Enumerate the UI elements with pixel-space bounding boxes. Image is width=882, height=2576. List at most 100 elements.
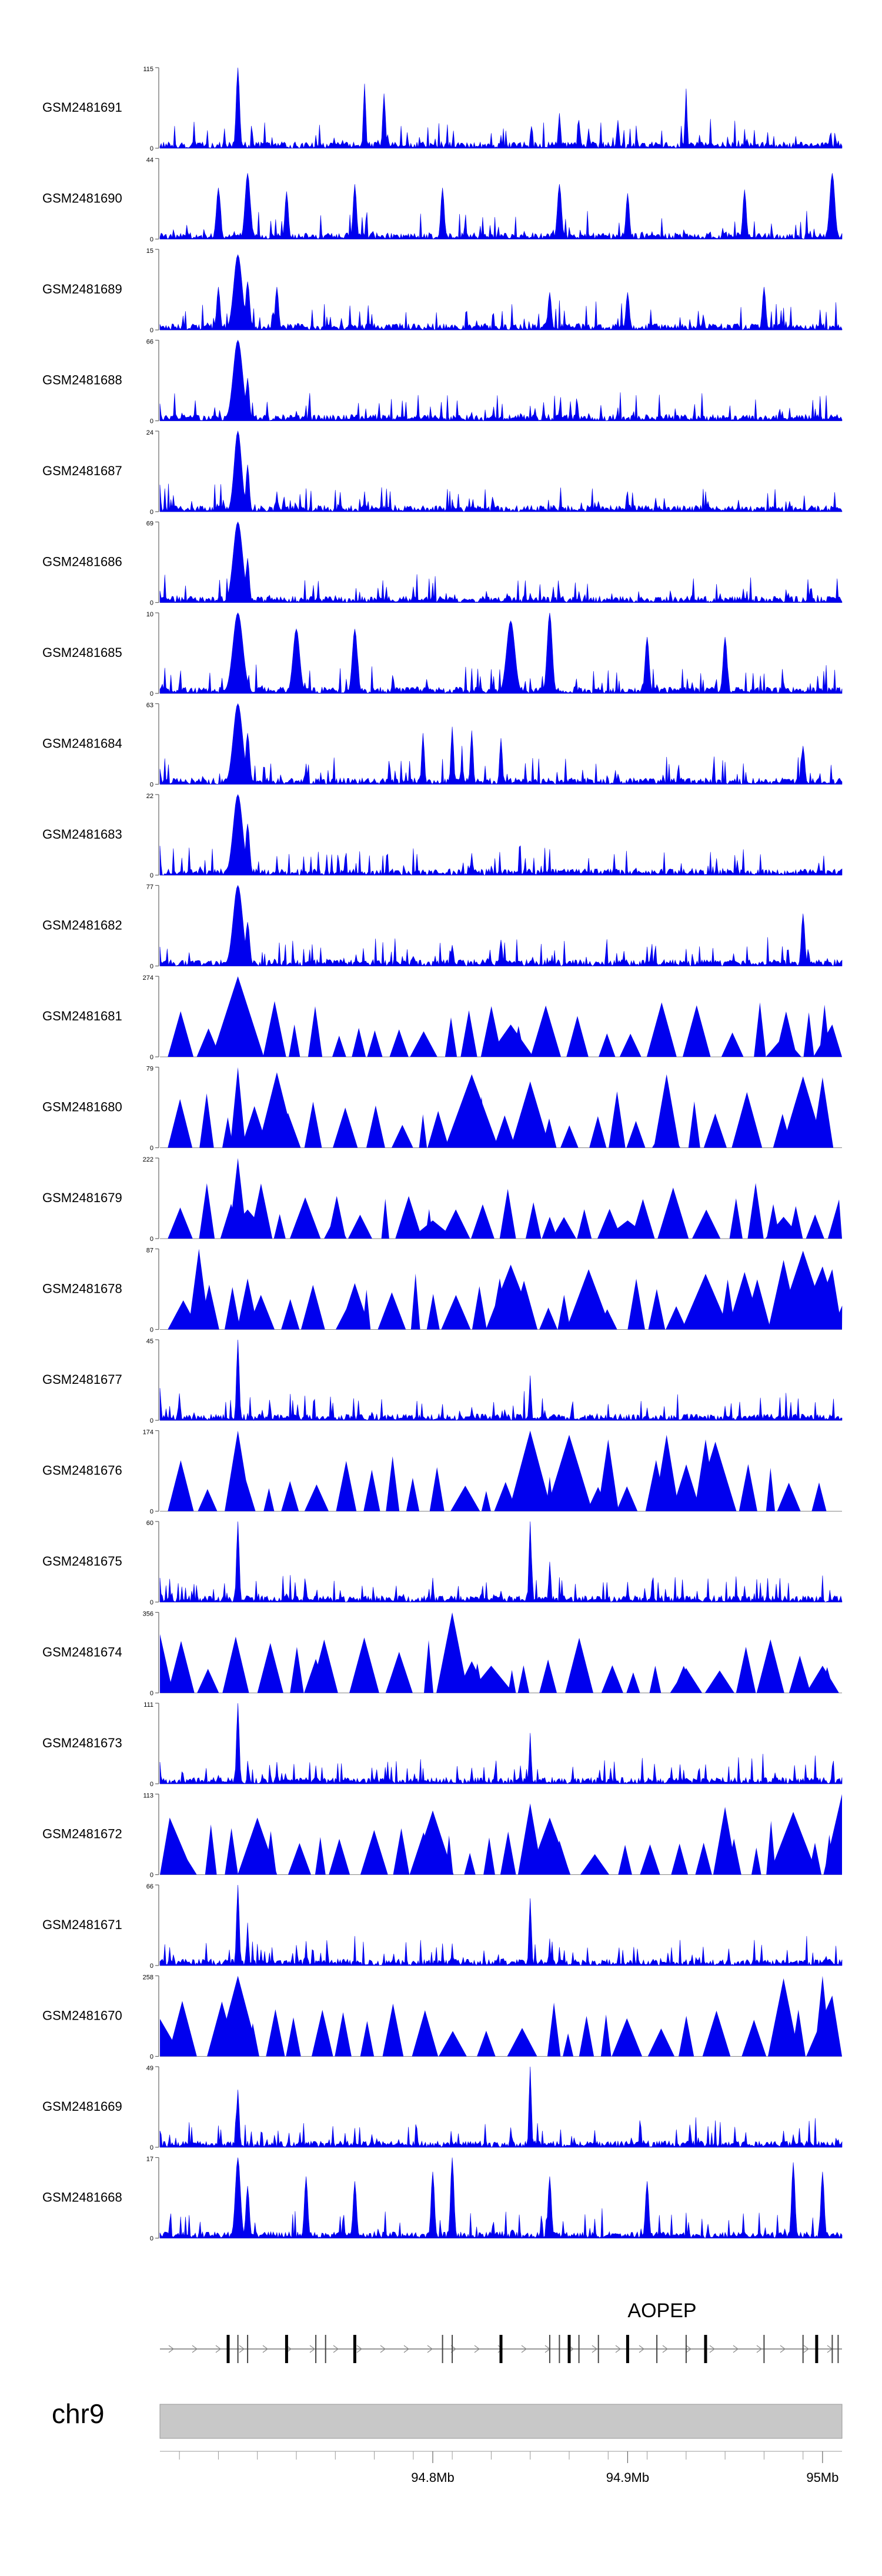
x-tick-label: 94.8Mb (411, 2470, 454, 2485)
y-zero-label: 0 (150, 2054, 153, 2061)
strand-arrow (380, 2345, 386, 2353)
signal-triangle (273, 1214, 286, 1239)
signal-triangle (360, 1830, 388, 1875)
signal-triangle (645, 1460, 667, 1511)
exon (567, 2335, 571, 2363)
signal-triangle (599, 1033, 616, 1057)
strand-arrow (733, 2345, 739, 2353)
track-label: GSM2481689 (42, 282, 122, 296)
signal-triangle (197, 1669, 219, 1693)
exon (685, 2335, 687, 2363)
signal-triangle (168, 1300, 199, 1330)
signal-area (160, 1612, 839, 1693)
signal-triangle (352, 1027, 366, 1057)
signal-triangle (741, 2020, 767, 2057)
signal-area (159, 885, 843, 967)
track-GSM2481682: GSM2481682 77 0 (42, 884, 843, 970)
signal-triangle (315, 1837, 326, 1875)
signal-triangle (640, 1844, 660, 1875)
signal-triangle (731, 1092, 763, 1148)
signal-area (159, 1521, 843, 1603)
signal-triangle (768, 1260, 799, 1330)
signal-area (159, 2066, 843, 2148)
track-label: GSM2481674 (42, 1645, 122, 1660)
signal-area (159, 254, 843, 331)
signal-triangle (618, 1844, 632, 1875)
exon (442, 2335, 443, 2363)
signal-triangle (445, 1835, 453, 1875)
signal-triangle (439, 2031, 467, 2057)
signal-triangle (230, 1011, 262, 1057)
track-GSM2481669: GSM2481669 49 0 (42, 2065, 843, 2151)
signal-triangle (441, 1294, 471, 1330)
gene-name: AOPEP (627, 2300, 696, 2322)
signal-triangle (196, 1028, 220, 1057)
signal-triangle (626, 1121, 646, 1148)
y-zero-label: 0 (150, 963, 153, 970)
signal-triangle (768, 1978, 800, 2057)
signal-triangle (714, 1851, 725, 1875)
signal-triangle (483, 1837, 495, 1875)
signal-path (159, 612, 843, 694)
signal-triangle (454, 1117, 467, 1148)
signal-area (159, 339, 843, 422)
signal-triangle (308, 1006, 323, 1057)
signal-triangle (395, 1196, 422, 1239)
signal-triangle (520, 1476, 537, 1511)
track-GSM2481687: GSM2481687 24 0 (42, 429, 843, 516)
signal-triangle (565, 1637, 593, 1693)
signal-triangle (692, 1209, 721, 1239)
signal-triangle (597, 1209, 622, 1239)
signal-triangle (631, 1199, 655, 1239)
signal-triangle (657, 1187, 689, 1239)
track-label: GSM2481680 (42, 1100, 122, 1115)
strand-arrow (521, 2345, 527, 2353)
signal-triangle (363, 1470, 380, 1511)
signal-triangle (382, 2003, 404, 2057)
signal-triangle (328, 1196, 346, 1239)
signal-triangle (207, 2001, 237, 2057)
track-label: GSM2481684 (42, 736, 122, 751)
strand-arrow (215, 2345, 221, 2353)
signal-triangle (769, 1811, 818, 1875)
exon (325, 2335, 326, 2363)
signal-triangle (600, 2014, 612, 2057)
exon (499, 2335, 503, 2363)
signal-triangle (257, 1643, 283, 1693)
signal-triangle (424, 1640, 433, 1693)
signal-triangle (246, 2023, 259, 2057)
y-max-label: 44 (146, 157, 153, 164)
signal-triangle (804, 1294, 826, 1330)
track-GSM2481689: GSM2481689 15 0 (42, 248, 843, 334)
signal-triangle (288, 1843, 311, 1875)
y-zero-label: 0 (150, 1963, 153, 1970)
signal-triangle (289, 1197, 321, 1239)
y-max-label: 17 (146, 2156, 153, 2163)
signal-triangle (560, 1125, 579, 1148)
signal-triangle (806, 1214, 824, 1239)
signal-triangle (736, 1647, 756, 1693)
signal-triangle (721, 1032, 744, 1057)
signal-triangle (168, 1207, 193, 1239)
signal-triangle (563, 2033, 574, 2057)
signal-triangle (266, 2009, 285, 2057)
track-label: GSM2481675 (42, 1554, 122, 1569)
signal-triangle (811, 1482, 827, 1511)
signal-triangle (225, 1828, 238, 1875)
y-zero-label: 0 (150, 1236, 153, 1243)
exon (597, 2335, 599, 2363)
y-max-label: 24 (146, 429, 153, 436)
signal-triangle (652, 1125, 680, 1148)
y-max-label: 69 (146, 520, 153, 528)
y-max-label: 66 (146, 1883, 153, 1890)
track-GSM2481685: GSM2481685 10 0 (42, 611, 843, 698)
chromosome-label: chr9 (52, 2398, 104, 2429)
signal-path (159, 794, 843, 876)
track-label: GSM2481685 (42, 645, 122, 660)
y-max-label: 77 (146, 884, 153, 891)
track-GSM2481681: GSM2481681 274 0 (42, 975, 842, 1061)
signal-triangle (597, 1309, 617, 1330)
signal-path (159, 885, 843, 967)
signal-area (168, 1158, 842, 1239)
